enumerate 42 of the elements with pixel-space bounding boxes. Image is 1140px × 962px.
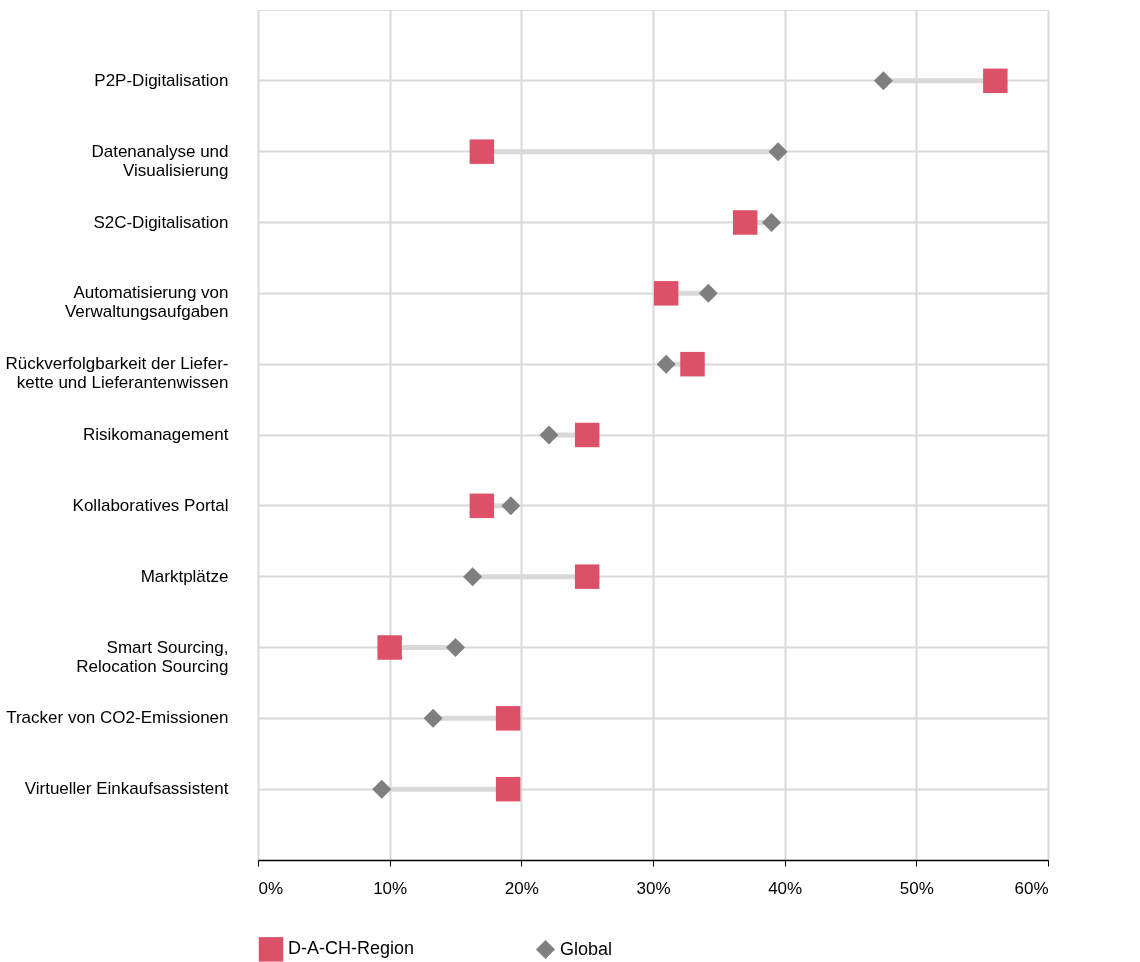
x-tick-label: 60%: [1014, 878, 1049, 898]
point: [680, 351, 705, 377]
y-tick-label: Risikomanagement: [82, 425, 229, 444]
point: [574, 564, 600, 589]
x-tick-label: 10%: [373, 878, 408, 898]
point: [372, 779, 392, 799]
point: [698, 283, 718, 303]
x-tick-label: 30%: [636, 878, 671, 898]
point: [446, 638, 465, 657]
y-tick-label: S2C-Digitalisation: [93, 212, 229, 232]
point: [656, 354, 676, 374]
y-tick-label: Virtueller Einkaufsassistent: [24, 779, 229, 799]
point: [423, 708, 443, 728]
x-tick-label: 40%: [768, 878, 803, 898]
y-tick-label: Rückverfolgbarkeit der Liefer- kette und Lieferantenwissen: [5, 354, 229, 393]
y-tick-label: P2P-Digitalisation: [94, 70, 229, 90]
point: [495, 776, 521, 802]
point: [873, 71, 893, 91]
point: [377, 635, 402, 660]
y-tick-label: Datenanalyse und Visualisierung: [91, 141, 229, 180]
point: [501, 496, 521, 516]
y-tick-label: Automatisierung von Verwaltungsaufgaben: [64, 283, 229, 322]
legend-label: D-A-CH-Region: [288, 938, 415, 959]
legend-label: Global: [560, 938, 613, 959]
y-tick-label: Tracker von CO2-Emissionen: [6, 708, 229, 728]
point: [469, 139, 495, 164]
y-tick-label: Marktplätze: [140, 566, 229, 586]
point: [983, 68, 1008, 94]
point: [768, 142, 788, 162]
point: [732, 210, 758, 235]
point: [469, 493, 495, 519]
point: [495, 706, 521, 731]
x-tick-label: 0%: [258, 878, 284, 898]
y-tick-label: Smart Sourcing, Relocation Sourcing: [76, 637, 229, 676]
point: [574, 422, 600, 448]
point: [653, 281, 679, 306]
point: [762, 213, 781, 232]
x-tick-label: 20%: [504, 878, 539, 898]
point: [539, 425, 559, 445]
y-tick-label: Kollaboratives Portal: [72, 495, 229, 515]
point: [463, 567, 483, 587]
x-tick-label: 50%: [899, 878, 934, 898]
